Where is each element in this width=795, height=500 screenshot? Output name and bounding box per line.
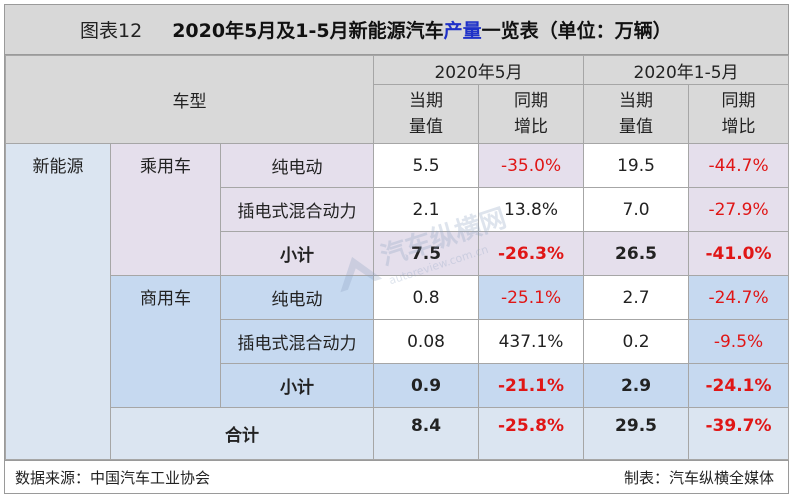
value-cell: 0.8 <box>373 275 480 320</box>
header-yoy-growth: 同期 增比 <box>688 84 790 144</box>
title-suffix: 一览表（单位：万辆） <box>481 20 672 42</box>
header-row-metrics: 当期量值 同期增比 当期量值 同期增比 <box>6 84 790 144</box>
total-row: 合计 8.4 -25.8% 29.5 -39.7% <box>6 407 790 460</box>
value-cell: 29.5 <box>583 407 690 460</box>
yoy-cell: -35.0% <box>478 143 585 188</box>
subtotal-label: 小计 <box>219 363 375 408</box>
yoy-cell: -44.7% <box>688 143 790 188</box>
yoy-cell: -25.1% <box>478 275 585 320</box>
header-text: 当期 <box>409 91 444 111</box>
table-row: 插电式混合动力 0.08 437.1% 0.2 -9.5% <box>6 319 790 364</box>
value-cell: 8.4 <box>373 407 480 460</box>
value-cell: 0.2 <box>583 319 690 364</box>
yoy-cell: -24.7% <box>688 275 790 320</box>
title-prefix: 2020年5月及1-5月新能源汽车 <box>172 20 444 42</box>
header-vehicle-type: 车型 <box>4 55 375 144</box>
category-cell: 新能源 <box>5 143 111 460</box>
value-cell: 26.5 <box>583 231 690 276</box>
group-passenger: 乘用车 <box>110 143 221 276</box>
header-row-periods: 车型 2020年5月 2020年1-5月 <box>4 55 790 144</box>
header-text: 同期 <box>514 91 549 111</box>
figure-footer: 数据来源：中国汽车工业协会 制表：汽车纵横全媒体 <box>5 460 788 493</box>
data-source: 数据来源：中国汽车工业协会 <box>15 468 211 487</box>
header-text: 同期 <box>721 91 756 111</box>
yoy-cell: -21.1% <box>478 363 585 408</box>
subtotal-row: 小计 0.9 -21.1% 2.9 -24.1% <box>6 363 790 408</box>
type-cell: 纯电动 <box>219 143 375 188</box>
header-current-value: 当期 量值 <box>583 84 690 144</box>
table-maker: 制表：汽车纵横全媒体 <box>623 468 774 487</box>
figure-heading: 2020年5月及1-5月新能源汽车产量一览表（单位：万辆） <box>172 16 671 43</box>
header-text: 当期 <box>619 91 654 111</box>
value-cell: 0.9 <box>373 363 480 408</box>
table-figure: 图表12 2020年5月及1-5月新能源汽车产量一览表（单位：万辆） 车型 20… <box>4 4 790 494</box>
yoy-cell: 13.8% <box>478 187 585 232</box>
group-commercial: 商用车 <box>110 275 221 408</box>
value-cell: 0.08 <box>373 319 480 364</box>
production-table: 车型 2020年5月 2020年1-5月 当期量值 同期增比 当期量值 同期增比… <box>4 55 790 460</box>
header-period-jan-may: 2020年1-5月 <box>583 55 790 85</box>
type-cell: 插电式混合动力 <box>219 187 375 232</box>
yoy-cell: -41.0% <box>688 231 790 276</box>
yoy-cell: -27.9% <box>688 187 790 232</box>
header-text: 量值 <box>409 117 444 137</box>
header-text: 增比 <box>514 117 549 137</box>
value-cell: 7.5 <box>373 231 480 276</box>
header-current-value: 当期 量值 <box>373 84 480 144</box>
yoy-cell: -24.1% <box>688 363 790 408</box>
header-text: 量值 <box>619 117 654 137</box>
value-cell: 2.7 <box>583 275 690 320</box>
table-row: 插电式混合动力 2.1 13.8% 7.0 -27.9% <box>6 187 790 232</box>
value-cell: 7.0 <box>583 187 690 232</box>
type-cell: 插电式混合动力 <box>219 319 375 364</box>
yoy-cell: -9.5% <box>688 319 790 364</box>
yoy-cell: -26.3% <box>478 231 585 276</box>
subtotal-label: 小计 <box>219 231 375 276</box>
title-highlight: 产量 <box>443 20 482 42</box>
header-text: 增比 <box>721 117 756 137</box>
table-row: 商用车 纯电动 0.8 -25.1% 2.7 -24.7% <box>6 275 790 408</box>
yoy-cell: -25.8% <box>478 407 585 460</box>
value-cell: 2.1 <box>373 187 480 232</box>
value-cell: 19.5 <box>583 143 690 188</box>
subtotal-row: 小计 7.5 -26.3% 26.5 -41.0% <box>6 231 790 276</box>
type-cell: 纯电动 <box>219 275 375 320</box>
value-cell: 5.5 <box>373 143 480 188</box>
table-row: 新能源 乘用车 纯电动 5.5 -35.0% 19.5 -44.7% <box>5 143 790 460</box>
yoy-cell: -39.7% <box>688 407 790 460</box>
total-label: 合计 <box>109 407 375 460</box>
value-cell: 2.9 <box>583 363 690 408</box>
header-period-may: 2020年5月 <box>373 55 585 85</box>
header-yoy-growth: 同期 增比 <box>478 84 585 144</box>
figure-label: 图表12 <box>80 20 143 42</box>
figure-title: 图表12 2020年5月及1-5月新能源汽车产量一览表（单位：万辆） <box>5 5 788 55</box>
yoy-cell: 437.1% <box>478 319 585 364</box>
